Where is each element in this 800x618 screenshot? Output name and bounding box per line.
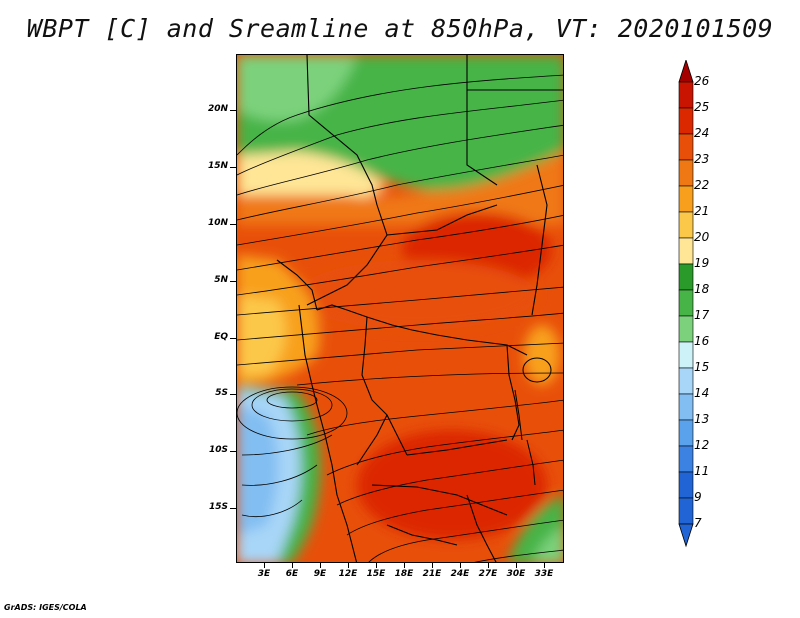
lon-label-6e: 6E [285, 569, 299, 579]
colorbar-label: 20 [694, 230, 710, 244]
grads-credit: GrADS: IGES/COLA [4, 603, 87, 612]
colorbar-label: 18 [694, 282, 710, 296]
colorbar-segment [678, 497, 694, 525]
chart-title: WBPT [C] and Sreamline at 850hPa, VT: 20… [26, 14, 774, 43]
colorbar-segment [678, 107, 694, 135]
wbpt-northwest-light-green [237, 55, 357, 122]
colorbar-label: 14 [694, 386, 710, 400]
colorbar-segment [678, 263, 694, 291]
colorbar-label: 11 [694, 464, 710, 478]
lon-label-18e: 18E [394, 569, 414, 579]
colorbar-segment [678, 211, 694, 239]
colorbar-segment [678, 315, 694, 343]
wbpt-south-red-core [357, 430, 547, 540]
colorbar-label: 23 [694, 152, 710, 166]
colorbar-segment [678, 185, 694, 213]
colorbar-segment [678, 133, 694, 161]
colorbar-label: 19 [694, 256, 710, 270]
lat-label-5n: 5N [214, 275, 228, 285]
colorbar-segment [678, 367, 694, 395]
wbpt-gulf-yellow [237, 295, 286, 375]
lat-label-10s: 10S [208, 445, 228, 455]
colorbar-label: 16 [694, 334, 710, 348]
colorbar [678, 60, 694, 548]
colorbar-label: 21 [694, 204, 710, 218]
lakes [514, 357, 552, 486]
colorbar-segment [678, 237, 694, 265]
colorbar-label: 22 [694, 178, 710, 192]
wbpt-central-band [297, 260, 537, 330]
colorbar-segment [678, 289, 694, 317]
colorbar-segment [678, 471, 694, 499]
colorbar-segment [678, 159, 694, 187]
colorbar-label: 7 [694, 516, 702, 530]
lon-label-12e: 12E [338, 569, 358, 579]
colorbar-label: 25 [694, 100, 710, 114]
colorbar-label: 26 [694, 74, 710, 88]
lon-label-3e: 3E [257, 569, 271, 579]
lat-label-15s: 15S [208, 502, 228, 512]
colorbar-label: 13 [694, 412, 710, 426]
colorbar-label: 17 [694, 308, 710, 322]
lat-label-10n: 10N [207, 218, 228, 228]
streamlines [237, 74, 563, 562]
colorbar-top-arrow [678, 60, 694, 83]
colorbar-segment [678, 393, 694, 421]
colorbar-label: 9 [694, 490, 702, 504]
lon-label-30e: 30E [506, 569, 526, 579]
colorbar-segment [678, 445, 694, 473]
lon-label-33e: 33E [534, 569, 554, 579]
wbpt-sahel-yellow [237, 151, 387, 205]
wbpt-sahel-orange [237, 151, 563, 225]
wbpt-field-map [237, 55, 563, 562]
colorbar-label: 15 [694, 360, 710, 374]
map-panel [236, 54, 564, 563]
wbpt-southwest-ocean-core [237, 405, 279, 535]
lat-label-5s: 5S [215, 388, 228, 398]
lat-label-20n: 20N [207, 104, 228, 114]
colorbar-label: 24 [694, 126, 710, 140]
lon-label-27e: 27E [478, 569, 498, 579]
colorbar-label: 12 [694, 438, 710, 452]
colorbar-segment [678, 419, 694, 447]
lat-label-15n: 15N [207, 161, 228, 171]
lon-label-24e: 24E [450, 569, 470, 579]
lon-label-15e: 15E [366, 569, 386, 579]
country-borders [276, 55, 563, 562]
colorbar-bottom-arrow [678, 523, 694, 548]
wbpt-east-highlands [524, 325, 560, 385]
colorbar-segment [678, 341, 694, 369]
colorbar-segment [678, 81, 694, 109]
lon-label-21e: 21E [422, 569, 442, 579]
lon-label-9e: 9E [313, 569, 327, 579]
lat-label-eq: EQ [214, 332, 228, 342]
